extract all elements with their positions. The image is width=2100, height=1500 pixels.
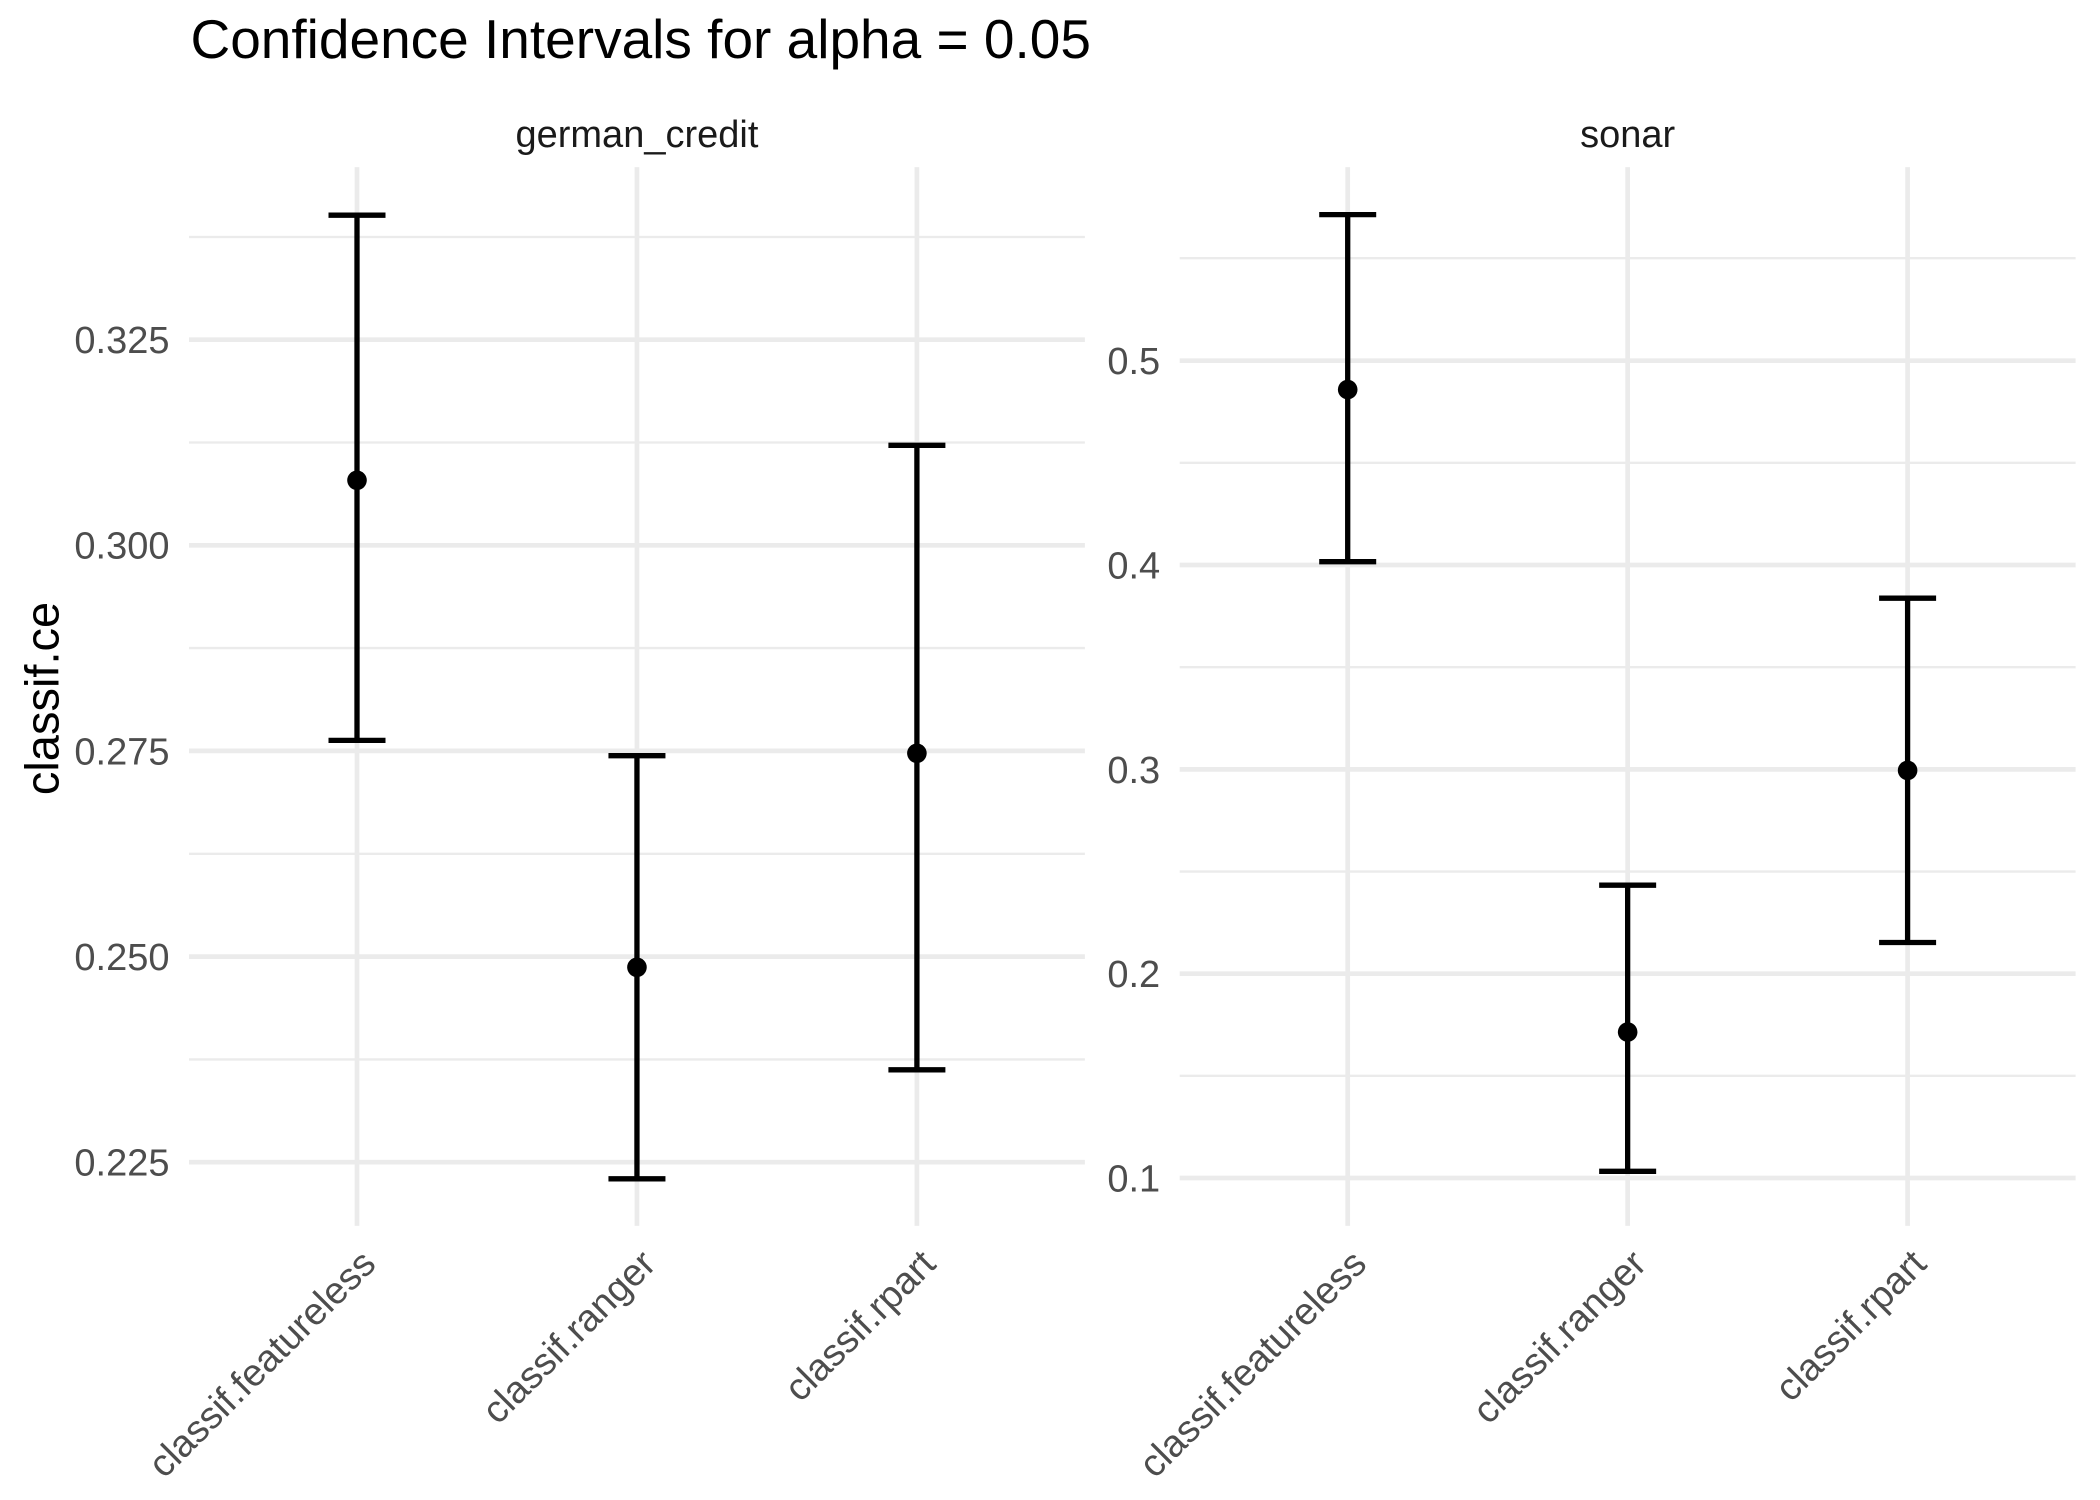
svg-text:0.300: 0.300 bbox=[74, 526, 169, 568]
svg-text:0.2: 0.2 bbox=[1107, 954, 1160, 996]
svg-text:0.225: 0.225 bbox=[74, 1143, 169, 1185]
svg-text:Confidence Intervals for alpha: Confidence Intervals for alpha = 0.05 bbox=[191, 8, 1091, 70]
svg-text:0.1: 0.1 bbox=[1107, 1158, 1160, 1200]
svg-text:0.3: 0.3 bbox=[1107, 750, 1160, 792]
svg-text:classif.ce: classif.ce bbox=[16, 602, 69, 795]
svg-text:0.4: 0.4 bbox=[1107, 545, 1160, 587]
svg-text:0.250: 0.250 bbox=[74, 937, 169, 979]
svg-text:german_credit: german_credit bbox=[515, 114, 758, 156]
svg-text:0.5: 0.5 bbox=[1107, 341, 1160, 383]
svg-text:0.325: 0.325 bbox=[74, 320, 169, 362]
svg-text:sonar: sonar bbox=[1580, 114, 1675, 156]
svg-text:0.275: 0.275 bbox=[74, 731, 169, 773]
